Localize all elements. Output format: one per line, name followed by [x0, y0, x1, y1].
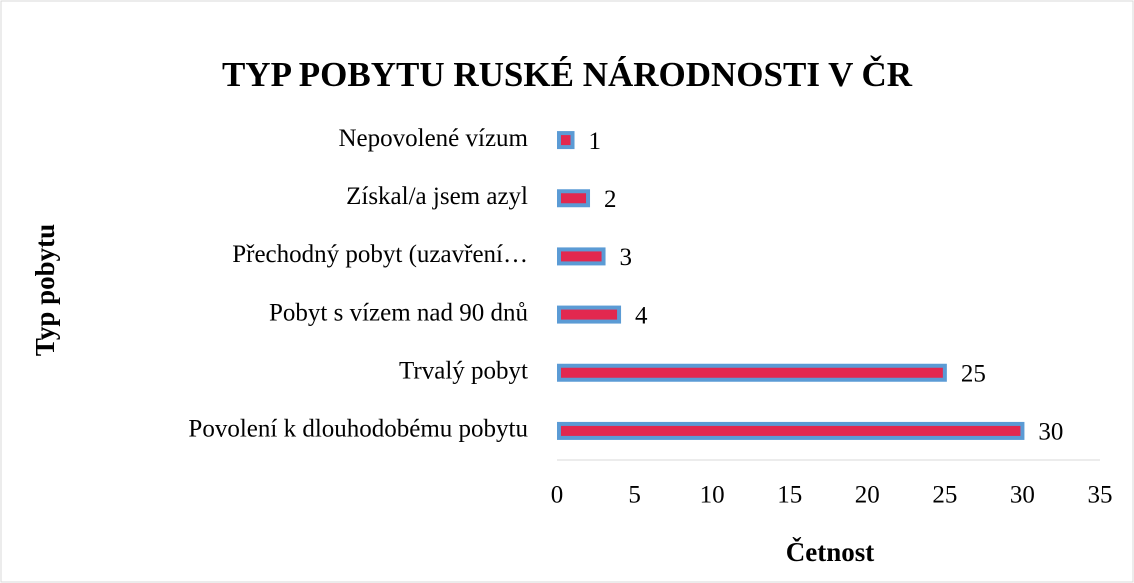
x-tick-label: 25: [932, 482, 957, 509]
data-label: 2: [604, 186, 617, 213]
y-tick-label: Povolení k dlouhodobému pobytu: [188, 416, 528, 443]
x-tick-label: 20: [855, 482, 880, 509]
x-tick-label: 15: [777, 482, 802, 509]
y-tick-label: Trvalý pobyt: [399, 357, 528, 384]
data-label: 3: [620, 244, 633, 271]
x-tick-label: 30: [1010, 482, 1035, 509]
bar: [557, 247, 606, 266]
data-label: 4: [635, 302, 648, 329]
x-tick-label: 35: [1088, 482, 1113, 509]
bar: [557, 131, 575, 150]
bar: [557, 189, 591, 208]
x-tick-label: 10: [700, 482, 725, 509]
x-tick-label: 5: [628, 482, 641, 509]
bar: [557, 421, 1025, 440]
x-tick-label: 0: [551, 482, 564, 509]
y-axis-label: Typ pobytu: [30, 224, 60, 356]
y-tick-label: Nepovolené vízum: [338, 125, 528, 152]
bar: [557, 305, 622, 324]
y-tick-label: Přechodný pobyt (uzavření…: [232, 241, 528, 268]
chart-title: TYP POBYTU RUSKÉ NÁRODNOSTI V ČR: [222, 54, 913, 94]
y-tick-label: Získal/a jsem azyl: [346, 183, 528, 210]
data-label: 30: [1038, 419, 1063, 446]
y-tick-label: Pobyt s vízem nad 90 dnů: [269, 299, 529, 326]
data-label: 1: [589, 128, 602, 155]
data-label: 25: [961, 360, 986, 387]
x-axis-label: Četnost: [786, 537, 875, 567]
bar: [557, 363, 947, 382]
